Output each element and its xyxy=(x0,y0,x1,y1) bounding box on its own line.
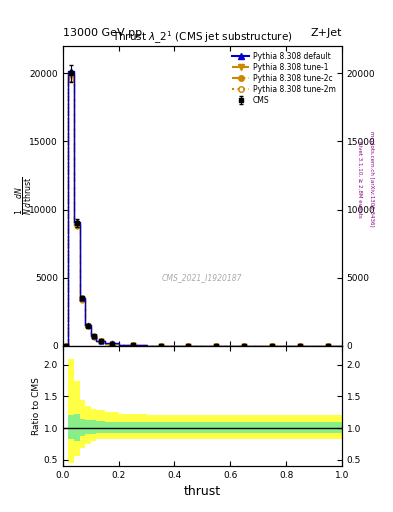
Text: Z+Jet: Z+Jet xyxy=(310,28,342,38)
Text: Rivet 3.1.10, ≥ 2.8M events: Rivet 3.1.10, ≥ 2.8M events xyxy=(357,141,362,218)
Legend: Pythia 8.308 default, Pythia 8.308 tune-1, Pythia 8.308 tune-2c, Pythia 8.308 tu: Pythia 8.308 default, Pythia 8.308 tune-… xyxy=(230,50,338,107)
Y-axis label: Ratio to CMS: Ratio to CMS xyxy=(32,377,41,435)
Text: mcplots.cern.ch [arXiv:1306.3436]: mcplots.cern.ch [arXiv:1306.3436] xyxy=(369,132,374,227)
Text: $\frac{1}{N}\frac{dN}{d\,\mathrm{thrust}}$: $\frac{1}{N}\frac{dN}{d\,\mathrm{thrust}… xyxy=(13,177,35,216)
X-axis label: thrust: thrust xyxy=(184,485,221,498)
Text: CMS_2021_I1920187: CMS_2021_I1920187 xyxy=(162,273,242,282)
Title: Thrust $\lambda$_2$^1$ (CMS jet substructure): Thrust $\lambda$_2$^1$ (CMS jet substruc… xyxy=(112,30,293,46)
Text: 13000 GeV pp: 13000 GeV pp xyxy=(63,28,142,38)
